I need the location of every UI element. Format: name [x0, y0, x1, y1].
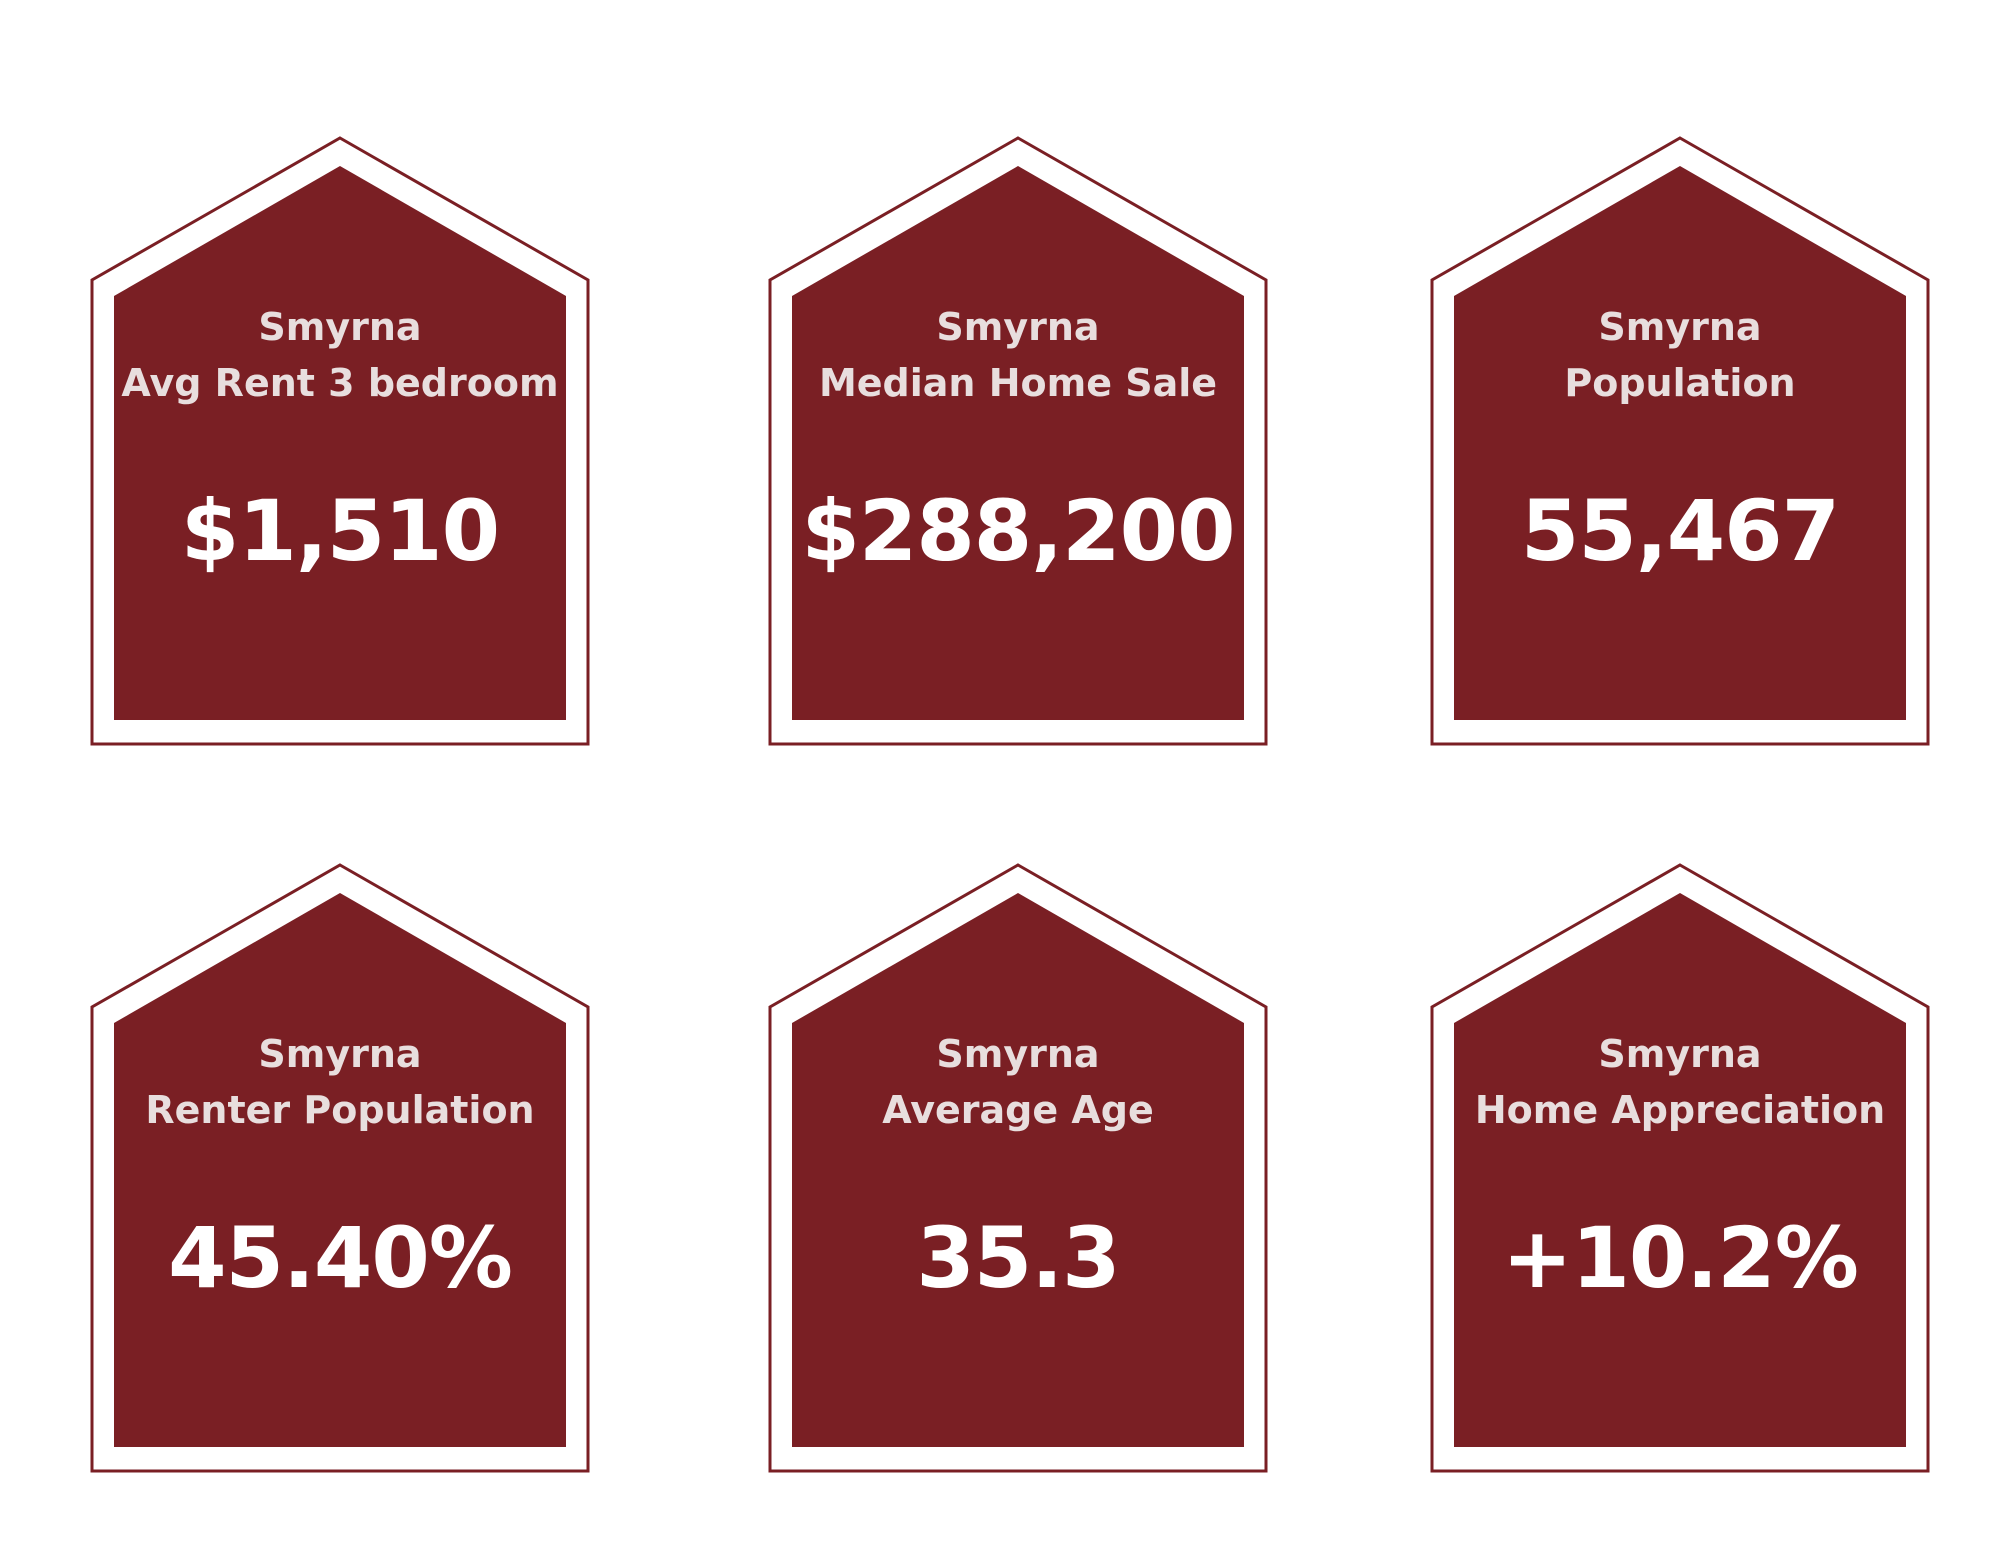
house-shape-icon: [90, 863, 590, 1473]
card-value: $1,510: [180, 482, 500, 580]
stat-card-average-age: Smyrna Average Age 35.3: [768, 863, 1268, 1473]
card-value: +10.2%: [1502, 1209, 1859, 1307]
card-label: Population: [1564, 361, 1796, 405]
stat-card-home-appreciation: Smyrna Home Appreciation +10.2%: [1430, 863, 1930, 1473]
card-city: Smyrna: [936, 305, 1100, 349]
card-label: Median Home Sale: [818, 361, 1218, 405]
card-city: Smyrna: [258, 1032, 422, 1076]
card-value: $288,200: [801, 482, 1235, 580]
card-label: Renter Population: [145, 1088, 535, 1132]
card-city: Smyrna: [258, 305, 422, 349]
stat-card-population: Smyrna Population 55,467: [1430, 136, 1930, 746]
house-shape-icon: [1430, 136, 1930, 746]
house-shape-icon: [768, 863, 1268, 1473]
card-label: Home Appreciation: [1474, 1088, 1886, 1132]
card-city: Smyrna: [936, 1032, 1100, 1076]
stat-card-avg-rent: Smyrna Avg Rent 3 bedroom $1,510: [90, 136, 590, 746]
stat-card-median-home-sale: Smyrna Median Home Sale $288,200: [768, 136, 1268, 746]
card-value: 55,467: [1520, 482, 1840, 580]
house-shape-icon: [768, 136, 1268, 746]
stat-card-renter-population: Smyrna Renter Population 45.40%: [90, 863, 590, 1473]
house-shape-icon: [90, 136, 590, 746]
card-label: Average Age: [882, 1088, 1154, 1132]
card-label: Avg Rent 3 bedroom: [121, 361, 559, 405]
house-shape-icon: [1430, 863, 1930, 1473]
card-value: 35.3: [916, 1209, 1120, 1307]
card-city: Smyrna: [1598, 305, 1762, 349]
card-value: 45.40%: [168, 1209, 513, 1307]
card-city: Smyrna: [1598, 1032, 1762, 1076]
